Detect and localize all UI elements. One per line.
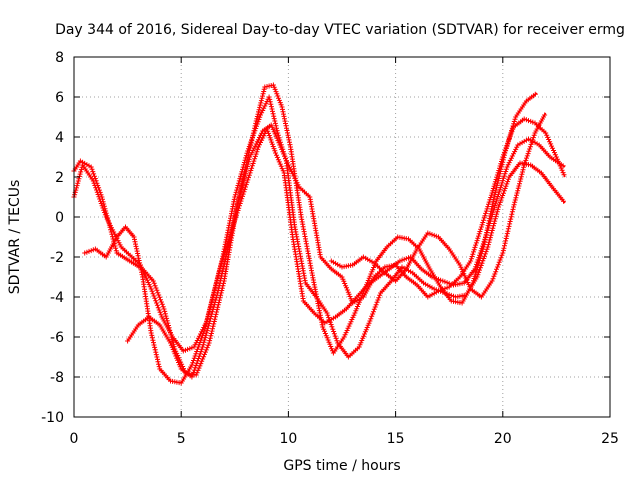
x-tick-label: 10 — [279, 431, 297, 447]
y-tick-label: -4 — [50, 290, 64, 306]
series-track-3 — [82, 126, 566, 386]
y-tick-label: -10 — [41, 410, 64, 426]
y-axis-label: SDTVAR / TECUs — [7, 180, 23, 295]
series-track-1 — [71, 116, 567, 378]
x-tick-label: 5 — [177, 431, 186, 447]
axis-layer: 0 5 10 15 20 25 -10 -8 -6 -4 -2 0 2 4 6 8 — [41, 50, 619, 447]
x-tick-label: 25 — [601, 431, 619, 447]
plot-frame — [73, 56, 611, 418]
series-trace — [127, 84, 538, 378]
y-tick-label: 4 — [55, 130, 64, 146]
grid-layer — [74, 57, 610, 417]
series-track-5 — [328, 112, 548, 300]
chart-title: Day 344 of 2016, Sidereal Day-to-day VTE… — [55, 22, 625, 38]
series-trace — [84, 128, 566, 384]
series-markers — [82, 126, 566, 386]
series-track-4 — [125, 82, 538, 380]
series-markers — [71, 116, 567, 378]
series-markers — [125, 82, 538, 380]
x-tick-label: 15 — [387, 431, 405, 447]
y-tick-label: 0 — [55, 210, 64, 226]
y-tick-label: 8 — [55, 50, 64, 66]
y-tick-label: 2 — [55, 170, 64, 186]
y-tick-label: -2 — [50, 250, 64, 266]
series-markers — [328, 112, 548, 300]
x-tick-label: 0 — [70, 431, 79, 447]
y-tick-label: -8 — [50, 370, 64, 386]
y-tick-label: 6 — [55, 90, 64, 106]
series-layer — [71, 82, 567, 386]
x-axis-label: GPS time / hours — [283, 458, 400, 474]
y-tick-label: -6 — [50, 330, 64, 346]
x-tick-label: 20 — [494, 431, 512, 447]
